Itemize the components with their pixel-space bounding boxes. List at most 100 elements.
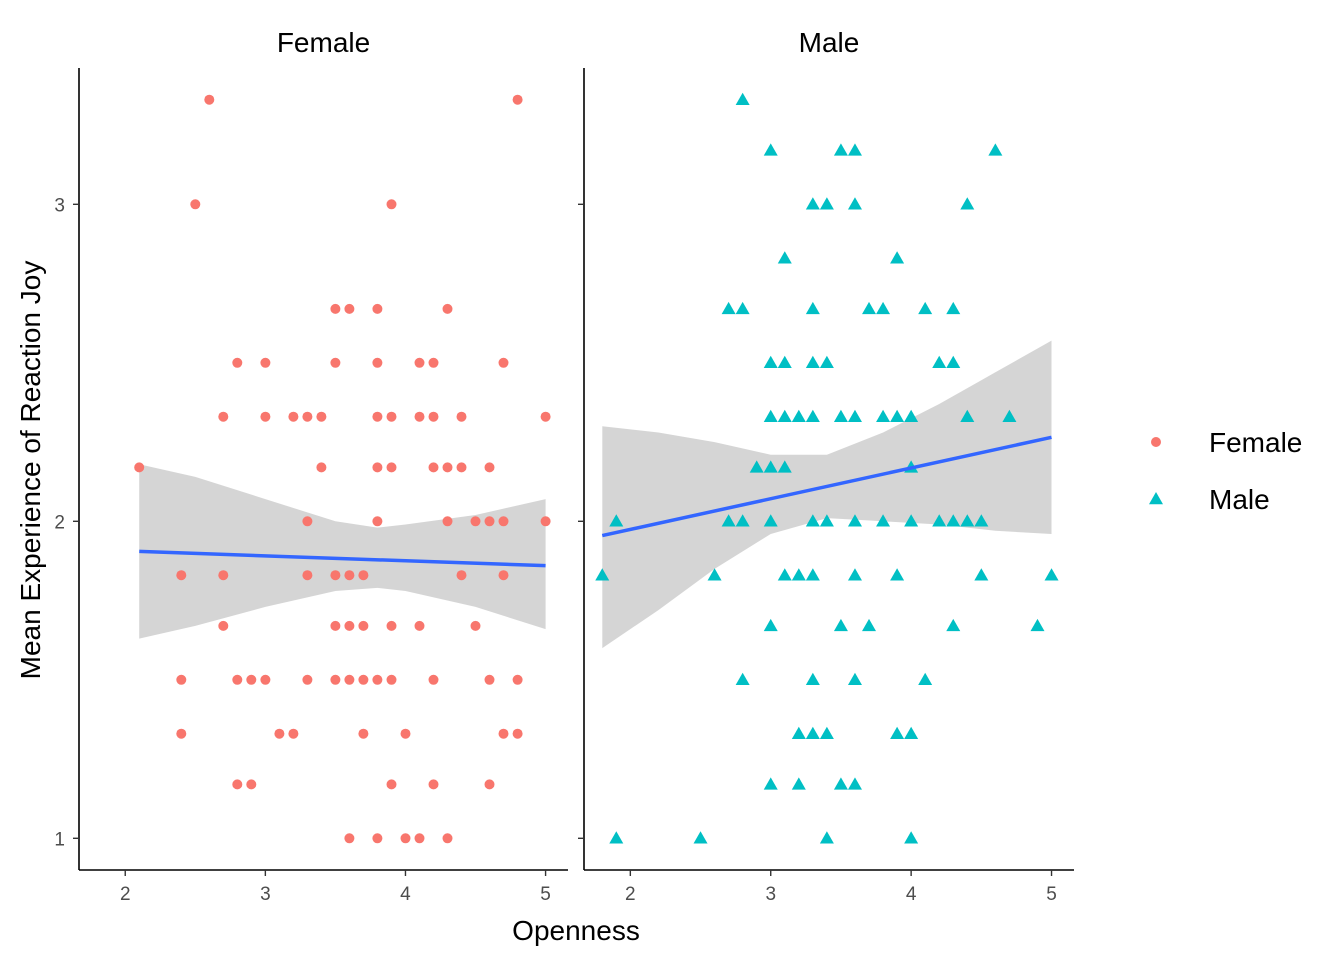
data-point (232, 674, 243, 685)
data-point (960, 409, 975, 422)
data-point (428, 779, 439, 790)
data-point (918, 672, 933, 686)
data-point (498, 570, 509, 581)
data-point (890, 726, 905, 739)
data-point (330, 357, 341, 368)
data-point (372, 411, 383, 422)
data-point (946, 514, 961, 527)
confidence-ribbon (602, 340, 1052, 649)
x-tick-label: 4 (400, 884, 411, 905)
data-point (372, 674, 383, 685)
data-point (833, 409, 848, 422)
data-point (400, 728, 411, 739)
data-point (904, 831, 919, 844)
data-point (428, 411, 439, 422)
data-point (498, 357, 509, 368)
y-axis-title: Mean Experience of Reaction Joy (15, 261, 46, 680)
data-point (484, 462, 495, 473)
data-point (540, 516, 551, 527)
data-point (372, 462, 383, 473)
x-tick-label: 2 (120, 884, 131, 905)
data-point (330, 674, 341, 685)
data-point (1030, 618, 1045, 632)
data-point (316, 411, 327, 422)
data-point (791, 568, 806, 581)
data-point (791, 726, 806, 739)
data-point (232, 779, 243, 790)
y-tick-label: 3 (54, 195, 65, 216)
data-point (302, 516, 313, 527)
data-point (512, 94, 523, 105)
data-point (763, 355, 778, 369)
data-point (890, 251, 905, 264)
data-point (260, 674, 271, 685)
data-point (372, 516, 383, 527)
data-point (777, 409, 792, 422)
data-point (805, 301, 820, 315)
data-point (414, 833, 425, 844)
data-point (190, 199, 201, 210)
data-point (274, 728, 285, 739)
data-point (735, 92, 750, 105)
x-tick-label: 5 (1046, 884, 1057, 905)
data-point (512, 728, 523, 739)
data-point (442, 833, 453, 844)
data-point (386, 199, 397, 210)
y-tick-label: 1 (54, 829, 65, 850)
data-point (833, 777, 848, 790)
data-point (330, 303, 341, 314)
data-point (819, 726, 834, 739)
facet-title: Female (277, 27, 370, 58)
data-point (176, 570, 187, 581)
legend-key-male (1149, 492, 1163, 505)
data-point (204, 94, 215, 105)
regression-line (139, 549, 546, 568)
data-point (344, 674, 355, 685)
data-point (763, 409, 778, 422)
data-point (805, 409, 820, 422)
data-point (876, 514, 891, 527)
data-point (777, 568, 792, 581)
data-point (946, 355, 961, 369)
data-point (358, 728, 369, 739)
facet-panel-female: Female 2 3 4 5 1 2 3 (54, 27, 568, 905)
data-point (693, 831, 708, 844)
data-point (288, 728, 299, 739)
data-point (819, 197, 834, 210)
data-point (498, 728, 509, 739)
data-point (763, 618, 778, 632)
data-point (847, 197, 862, 210)
data-point (260, 357, 271, 368)
data-point (414, 357, 425, 368)
data-point (763, 514, 778, 527)
legend-key-female (1151, 437, 1161, 447)
data-point (470, 516, 481, 527)
data-point (721, 514, 736, 527)
data-point (735, 672, 750, 686)
data-point (777, 251, 792, 264)
data-point (974, 514, 989, 527)
x-axis-title: Openness (512, 915, 640, 946)
data-point (484, 674, 495, 685)
data-point (805, 672, 820, 686)
data-point (540, 411, 551, 422)
data-point (763, 460, 778, 473)
data-point (890, 568, 905, 581)
facet-panels: Female 2 3 4 5 1 2 3 Male 2 3 4 5 (54, 27, 1074, 905)
data-point (386, 411, 397, 422)
x-tick-label: 3 (765, 884, 776, 905)
data-point (344, 620, 355, 631)
data-point (246, 779, 257, 790)
x-tick-label: 3 (260, 884, 271, 905)
data-point (442, 462, 453, 473)
data-point (735, 301, 750, 315)
confidence-ribbon (139, 464, 546, 639)
data-point (932, 355, 947, 369)
y-tick-label: 2 (54, 512, 65, 533)
data-point (735, 514, 750, 527)
regression-line (601, 435, 1052, 538)
data-point (763, 777, 778, 790)
data-point (805, 355, 820, 369)
data-point (1002, 409, 1017, 422)
data-point (330, 570, 341, 581)
